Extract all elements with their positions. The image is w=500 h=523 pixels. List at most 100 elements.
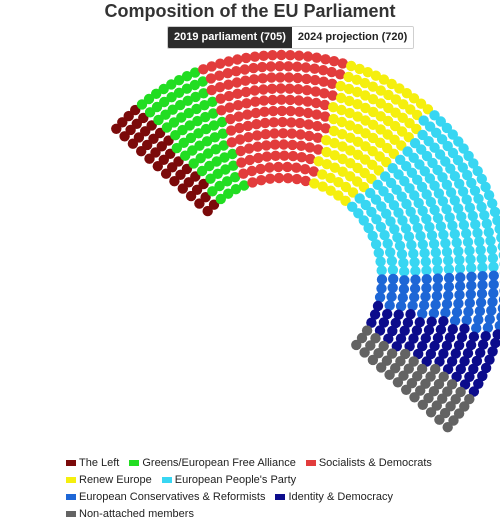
seat [247, 177, 257, 187]
legend-item-socialists-democrats[interactable]: Socialists & Democrats [306, 456, 432, 470]
seat [264, 162, 274, 172]
legend-item-renew-europe[interactable]: Renew Europe [66, 473, 152, 487]
legend-label: The Left [79, 457, 119, 469]
seat [419, 300, 429, 310]
seat [303, 51, 313, 61]
seat [304, 119, 314, 129]
seat [430, 300, 440, 310]
seat [485, 236, 495, 246]
seat [465, 298, 475, 308]
seat [406, 240, 416, 250]
seat [240, 76, 250, 86]
seat [432, 291, 442, 301]
seat [302, 85, 312, 95]
legend-swatch [66, 511, 76, 517]
seat [294, 51, 304, 61]
seat [244, 143, 254, 153]
seat [443, 422, 453, 432]
legend-item-the-left[interactable]: The Left [66, 456, 119, 470]
legend-item-non-attached[interactable]: Non-attached members [66, 507, 194, 521]
seat [398, 293, 408, 303]
seat [452, 307, 462, 317]
seat [282, 162, 292, 172]
legend-label: Renew Europe [79, 474, 152, 486]
seat [276, 50, 286, 60]
seat [388, 265, 398, 275]
seat [387, 256, 397, 266]
seat [304, 131, 314, 141]
seat [452, 237, 462, 247]
seat [242, 109, 252, 119]
seat [303, 108, 313, 118]
seat [291, 163, 301, 173]
seat [241, 87, 251, 97]
seat [359, 347, 369, 357]
seat [283, 173, 293, 183]
seat [297, 152, 307, 162]
legend-swatch [66, 460, 76, 466]
seat [385, 247, 395, 257]
seat [300, 164, 310, 174]
seat [243, 132, 253, 142]
seat [295, 118, 305, 128]
legend-label: European Conservatives & Reformists [79, 491, 265, 503]
seat [274, 173, 284, 183]
seat [463, 237, 473, 247]
seat [393, 377, 403, 387]
legend-item-ecr[interactable]: European Conservatives & Reformists [66, 490, 265, 504]
seat [292, 174, 302, 184]
legend-swatch [129, 460, 139, 466]
seat [401, 385, 411, 395]
seat [374, 248, 384, 258]
seat [377, 265, 387, 275]
seat [444, 282, 454, 292]
seat [496, 233, 500, 243]
legend-label: Greens/European Free Alliance [142, 457, 295, 469]
seat [224, 56, 234, 66]
seat [426, 407, 436, 417]
seat [255, 164, 265, 174]
seat [440, 238, 450, 248]
parliament-chart [0, 0, 500, 450]
seat [296, 141, 306, 151]
seat [484, 227, 494, 237]
legend-item-epp[interactable]: European People's Party [162, 473, 296, 487]
legend-label: Non-attached members [79, 508, 194, 520]
seat [231, 66, 241, 76]
legend-swatch [275, 494, 285, 500]
legend: The Left Greens/European Free Alliance S… [66, 455, 496, 523]
seat [320, 54, 330, 64]
seat [293, 73, 303, 83]
seat [301, 62, 311, 72]
seat [443, 255, 453, 265]
legend-item-identity-democracy[interactable]: Identity & Democracy [275, 490, 393, 504]
legend-item-greens-efa[interactable]: Greens/European Free Alliance [129, 456, 295, 470]
seat [377, 274, 387, 284]
seat [388, 274, 398, 284]
legend-label: European People's Party [175, 474, 296, 486]
legend-swatch [306, 460, 316, 466]
seat [442, 299, 452, 309]
seat [418, 239, 428, 249]
seat [375, 256, 385, 266]
seat [388, 283, 398, 293]
seat [375, 292, 385, 302]
seat [494, 224, 500, 234]
seat [418, 400, 428, 410]
seat [311, 98, 321, 108]
seat [273, 162, 283, 172]
legend-swatch [66, 477, 76, 483]
seat [267, 50, 277, 60]
seat [376, 362, 386, 372]
seat [368, 355, 378, 365]
seat [409, 292, 419, 302]
seat [376, 283, 386, 293]
legend-swatch [66, 494, 76, 500]
seat [265, 174, 275, 184]
seat [384, 370, 394, 380]
legend-label: Identity & Democracy [288, 491, 393, 503]
seat [487, 297, 497, 307]
seat [409, 392, 419, 402]
seat [310, 75, 320, 85]
seat [241, 53, 251, 63]
